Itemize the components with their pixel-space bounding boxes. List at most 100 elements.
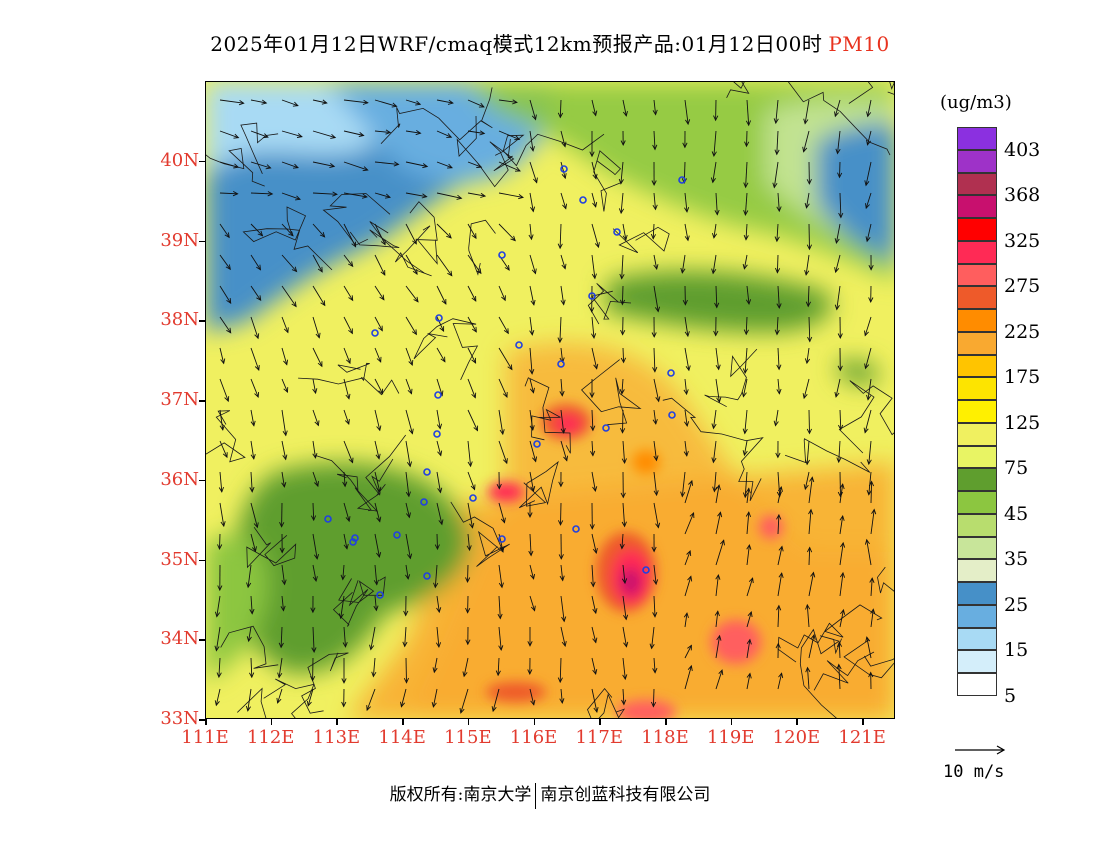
boundary-line <box>593 150 622 212</box>
wind-arrow-icon <box>343 285 354 302</box>
wind-arrow-icon <box>405 316 417 336</box>
longitude-tick <box>665 719 667 725</box>
wind-arrow-icon <box>459 688 469 714</box>
wind-arrow-icon <box>312 223 326 238</box>
wind-arrow-icon <box>467 502 475 529</box>
wind-arrow-icon <box>745 487 751 504</box>
wind-arrow-icon <box>557 502 564 526</box>
wind-arrow-icon <box>683 378 689 396</box>
wind-arrow-icon <box>405 254 418 276</box>
boundary-line <box>337 362 370 382</box>
wind-arrow-icon <box>405 130 422 136</box>
wind-arrow-icon <box>529 285 536 306</box>
wind-arrow-icon <box>684 223 690 242</box>
wind-arrow-icon <box>498 192 525 200</box>
wind-arrow-icon <box>649 626 655 650</box>
wind-arrow-icon <box>866 130 872 146</box>
wind-arrow-icon <box>682 285 688 306</box>
wind-arrow-icon <box>869 577 875 597</box>
wind-arrow-icon <box>216 657 222 679</box>
wind-arrow-icon <box>775 440 781 459</box>
boundary-line <box>206 410 246 463</box>
copyright-text: 版权所有:南京大学 <box>389 785 532 805</box>
wind-arrow-icon <box>620 130 626 147</box>
wind-arrow-icon <box>866 99 872 118</box>
wind-arrow-icon <box>306 688 314 707</box>
wind-arrow-icon <box>714 285 720 309</box>
wind-arrow-icon <box>281 347 289 366</box>
wind-arrow-icon <box>558 533 564 560</box>
wind-arrow-icon <box>219 161 240 169</box>
wind-arrow-icon <box>498 502 506 524</box>
wind-arrow-icon <box>528 533 534 557</box>
circle-marker-icon <box>434 391 442 399</box>
circle-marker-icon <box>515 341 523 349</box>
wind-arrow-icon <box>620 316 626 336</box>
wind-arrow-icon <box>498 223 516 242</box>
monitoring-stations <box>324 165 686 599</box>
circle-marker-icon <box>324 515 332 523</box>
wind-arrow-icon <box>619 533 625 550</box>
circle-marker-icon <box>351 534 359 542</box>
wind-arrow-icon <box>741 378 748 398</box>
wind-arrow-icon <box>711 130 717 158</box>
wind-arrow-icon <box>312 378 318 395</box>
wind-arrow-icon <box>622 595 629 621</box>
circle-marker-icon <box>423 468 431 476</box>
wind-arrow-icon <box>467 254 482 275</box>
wind-arrow-icon <box>652 99 658 116</box>
wind-arrow-icon <box>618 161 624 185</box>
forecast-map[interactable] <box>205 81 895 719</box>
wind-arrow-icon <box>684 409 690 428</box>
legend-swatch <box>957 331 997 355</box>
wind-arrow-icon <box>343 378 351 400</box>
wind-arrow-icon <box>498 378 508 398</box>
wind-arrow-icon <box>374 409 382 432</box>
wind-arrow-icon <box>467 440 473 468</box>
footer-divider <box>535 782 537 809</box>
legend-label: 175 <box>1004 366 1041 389</box>
wind-arrow-icon <box>374 471 382 493</box>
wind-arrow-icon <box>498 285 506 302</box>
legend-swatch <box>957 172 997 196</box>
boundary-line <box>587 687 626 718</box>
boundary-line <box>777 604 883 663</box>
legend-label: 15 <box>1004 639 1029 662</box>
wind-arrow-icon <box>342 471 348 488</box>
longitude-label: 111E <box>181 727 229 748</box>
wind-arrow-icon <box>804 254 810 276</box>
wind-arrow-icon <box>619 378 625 395</box>
wind-arrow-icon <box>436 161 453 169</box>
longitude-tick <box>270 719 273 725</box>
boundary-line <box>242 206 333 271</box>
wind-arrow-icon <box>866 471 872 496</box>
wind-arrow-icon <box>311 626 317 654</box>
title-text: 2025年01月12日WRF/cmaq模式12km预报产品:01月12日00时 <box>210 32 823 56</box>
wind-arrow-icon <box>776 347 782 371</box>
latitude-label: 38N <box>160 309 199 331</box>
wind-arrow-icon <box>219 254 231 271</box>
circle-marker-icon <box>435 314 443 322</box>
wind-arrow-icon <box>742 254 748 270</box>
wind-arrow-icon <box>557 316 563 344</box>
wind-arrow-icon <box>498 626 504 652</box>
wind-arrow-icon <box>619 409 626 434</box>
province-boundaries <box>206 82 894 718</box>
wind-arrow-icon <box>405 285 419 303</box>
wind-arrow-icon <box>250 533 257 553</box>
wind-arrow-icon <box>495 657 501 677</box>
hotspot-field <box>486 404 783 718</box>
wind-arrow-icon <box>281 440 288 461</box>
wind-arrow-icon <box>651 533 657 553</box>
wind-arrow-icon <box>528 223 534 241</box>
wind-arrow-icon <box>281 223 294 237</box>
wind-arrow-icon <box>591 595 598 615</box>
wind-arrow-icon <box>868 671 874 690</box>
boundary-line <box>365 434 407 496</box>
legend-swatch <box>957 422 997 446</box>
wind-arrow-icon <box>776 285 782 310</box>
boundary-line <box>206 148 265 187</box>
wind-arrow-icon <box>246 626 252 643</box>
wind-arrow-icon <box>591 254 597 280</box>
wind-arrow-icon <box>560 161 567 180</box>
